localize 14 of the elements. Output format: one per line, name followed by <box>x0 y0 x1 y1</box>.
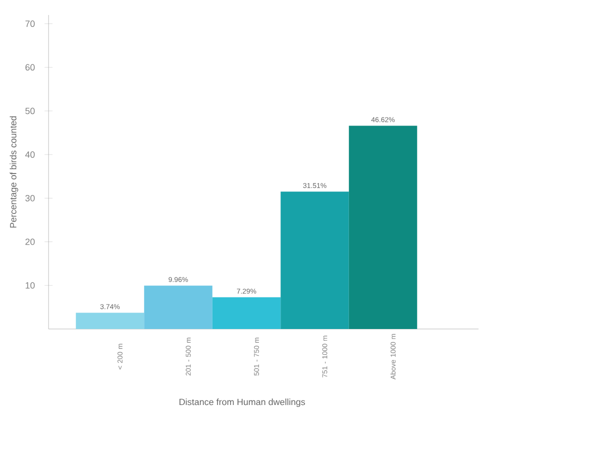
y-tick-label: 30 <box>25 194 35 202</box>
y-axis-title: Percentage of birds counted <box>10 116 18 228</box>
x-axis-title: Distance from Human dwellings <box>180 398 305 407</box>
bar <box>212 297 281 329</box>
y-tick-label: 70 <box>25 20 35 27</box>
bar <box>76 312 144 329</box>
y-tick-label: 40 <box>25 151 35 158</box>
y-tick-label: 60 <box>25 64 35 71</box>
y-tick-label: 50 <box>25 108 35 114</box>
bar <box>280 192 349 329</box>
bar <box>348 126 418 329</box>
bar <box>144 286 212 329</box>
y-tick-label: 20 <box>25 238 35 245</box>
y-tick-label: 10 <box>26 282 35 289</box>
